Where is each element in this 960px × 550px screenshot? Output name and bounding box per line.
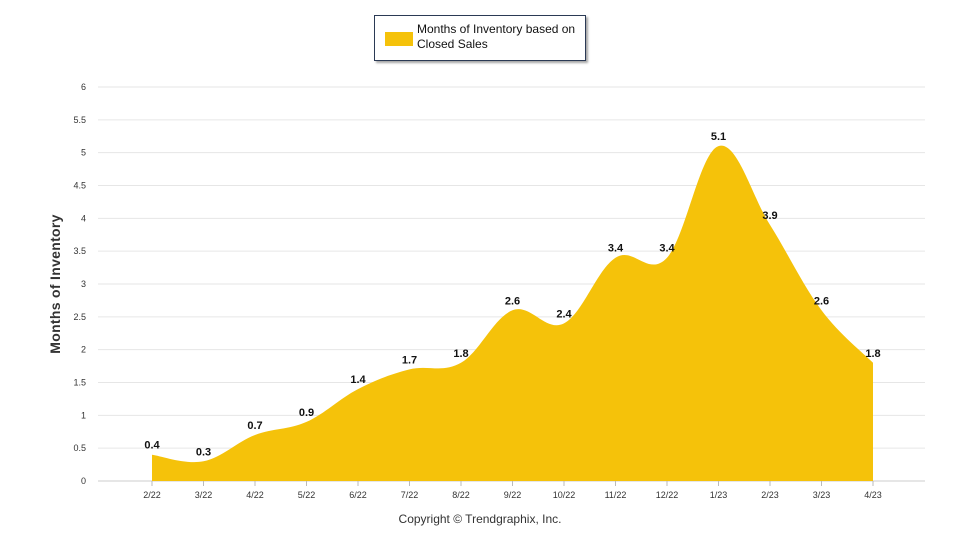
legend: Months of Inventory based on Closed Sale… [374, 15, 586, 61]
x-axis-ticks: 2/22 3/22 4/22 5/22 6/22 7/22 8/22 9/22 10/22 11/… [143, 481, 882, 500]
data-label: 3.4 [608, 243, 624, 255]
x-tick-label: 10/22 [553, 490, 576, 500]
x-tick-label: 8/22 [452, 490, 470, 500]
data-label: 0.9 [299, 407, 314, 419]
data-label: 1.8 [865, 348, 880, 360]
x-tick-label: 3/22 [195, 490, 213, 500]
x-tick-label: 12/22 [656, 490, 679, 500]
data-label: 0.7 [247, 420, 262, 432]
y-tick-label: 4 [81, 213, 86, 223]
data-label: 2.6 [814, 295, 829, 307]
legend-label: Months of Inventory based on Closed Sale… [417, 22, 576, 51]
y-tick-label: 4.5 [73, 181, 86, 191]
data-label: 1.4 [350, 374, 366, 386]
x-tick-label: 1/23 [710, 490, 728, 500]
copyright-text: Copyright © Trendgraphix, Inc. [398, 512, 562, 526]
x-tick-label: 7/22 [401, 490, 419, 500]
x-tick-label: 11/22 [605, 490, 627, 500]
x-tick-label: 4/22 [246, 490, 264, 500]
x-tick-label: 3/23 [813, 490, 831, 500]
y-tick-label: 3 [81, 279, 86, 289]
x-tick-label: 9/22 [504, 490, 522, 500]
x-tick-label: 6/22 [349, 490, 367, 500]
y-tick-label: 2.5 [73, 312, 86, 322]
data-label: 3.9 [762, 210, 777, 222]
y-tick-label: 1 [81, 410, 86, 420]
x-tick-label: 2/23 [761, 490, 779, 500]
legend-swatch [385, 32, 413, 46]
data-label: 5.1 [711, 131, 726, 143]
y-tick-label: 0 [81, 476, 86, 486]
y-tick-label: 5.5 [73, 115, 86, 125]
data-label: 2.6 [505, 295, 520, 307]
y-tick-label: 5 [81, 148, 86, 158]
data-label: 0.3 [196, 446, 211, 458]
area-fill [152, 145, 873, 481]
x-tick-label: 5/22 [298, 490, 316, 500]
y-tick-label: 1.5 [73, 378, 86, 388]
x-tick-label: 2/22 [143, 490, 161, 500]
data-label: 2.4 [556, 308, 572, 320]
data-label: 1.7 [402, 354, 417, 366]
y-tick-label: 2 [81, 345, 86, 355]
data-label: 1.8 [453, 348, 468, 360]
y-tick-label: 6 [81, 82, 86, 92]
y-axis-ticks: 0 0.5 1 1.5 2 2.5 3 3.5 4 4.5 5 5.5 6 [73, 82, 86, 486]
data-label: 3.4 [659, 243, 675, 255]
y-tick-label: 3.5 [73, 246, 86, 256]
y-tick-label: 0.5 [73, 443, 86, 453]
data-labels: 0.4 0.3 0.7 0.9 1.4 1.7 1.8 2.6 2.4 3.4 3.4 5.1 3.9 2… [144, 131, 880, 458]
y-axis-label: Months of Inventory [47, 214, 63, 353]
series-area [152, 145, 873, 481]
data-label: 0.4 [144, 440, 160, 452]
x-tick-label: 4/23 [864, 490, 882, 500]
